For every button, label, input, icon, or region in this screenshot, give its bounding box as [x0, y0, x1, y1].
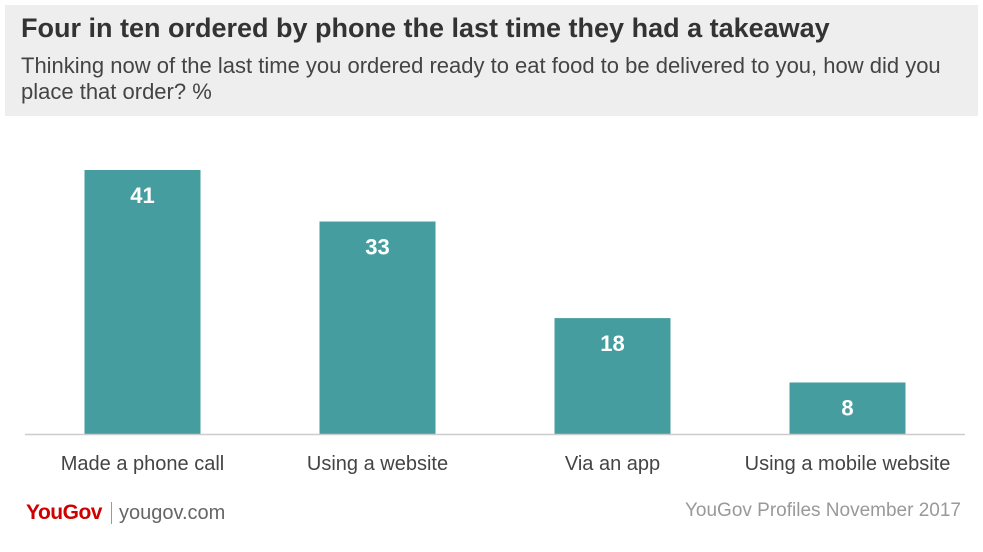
- bar-value-label: 18: [600, 331, 624, 356]
- category-label: Using a mobile website: [745, 453, 951, 475]
- bar-value-label: 41: [130, 183, 154, 208]
- category-label: Via an app: [565, 453, 660, 475]
- bar-value-label: 33: [365, 235, 389, 260]
- chart-subtitle: Thinking now of the last time you ordere…: [21, 53, 941, 104]
- category-label: Using a website: [307, 453, 448, 475]
- chart-title: Four in ten ordered by phone the last ti…: [21, 13, 830, 43]
- yougov-logo: YouGov: [26, 501, 102, 524]
- bar-4: [789, 382, 906, 434]
- bar-1: [84, 170, 201, 434]
- bar-3: [554, 318, 671, 434]
- footer-divider: [110, 502, 112, 524]
- chart-header: Four in ten ordered by phone the last ti…: [5, 5, 978, 116]
- category-label: Made a phone call: [61, 453, 224, 475]
- footer-site-link[interactable]: yougov.com: [118, 501, 226, 524]
- source-note: YouGov Profiles November 2017: [684, 500, 961, 521]
- footer-branding: YouGov yougov.com: [26, 500, 225, 526]
- bar-value-label: 8: [841, 395, 853, 420]
- bar-2: [319, 221, 436, 434]
